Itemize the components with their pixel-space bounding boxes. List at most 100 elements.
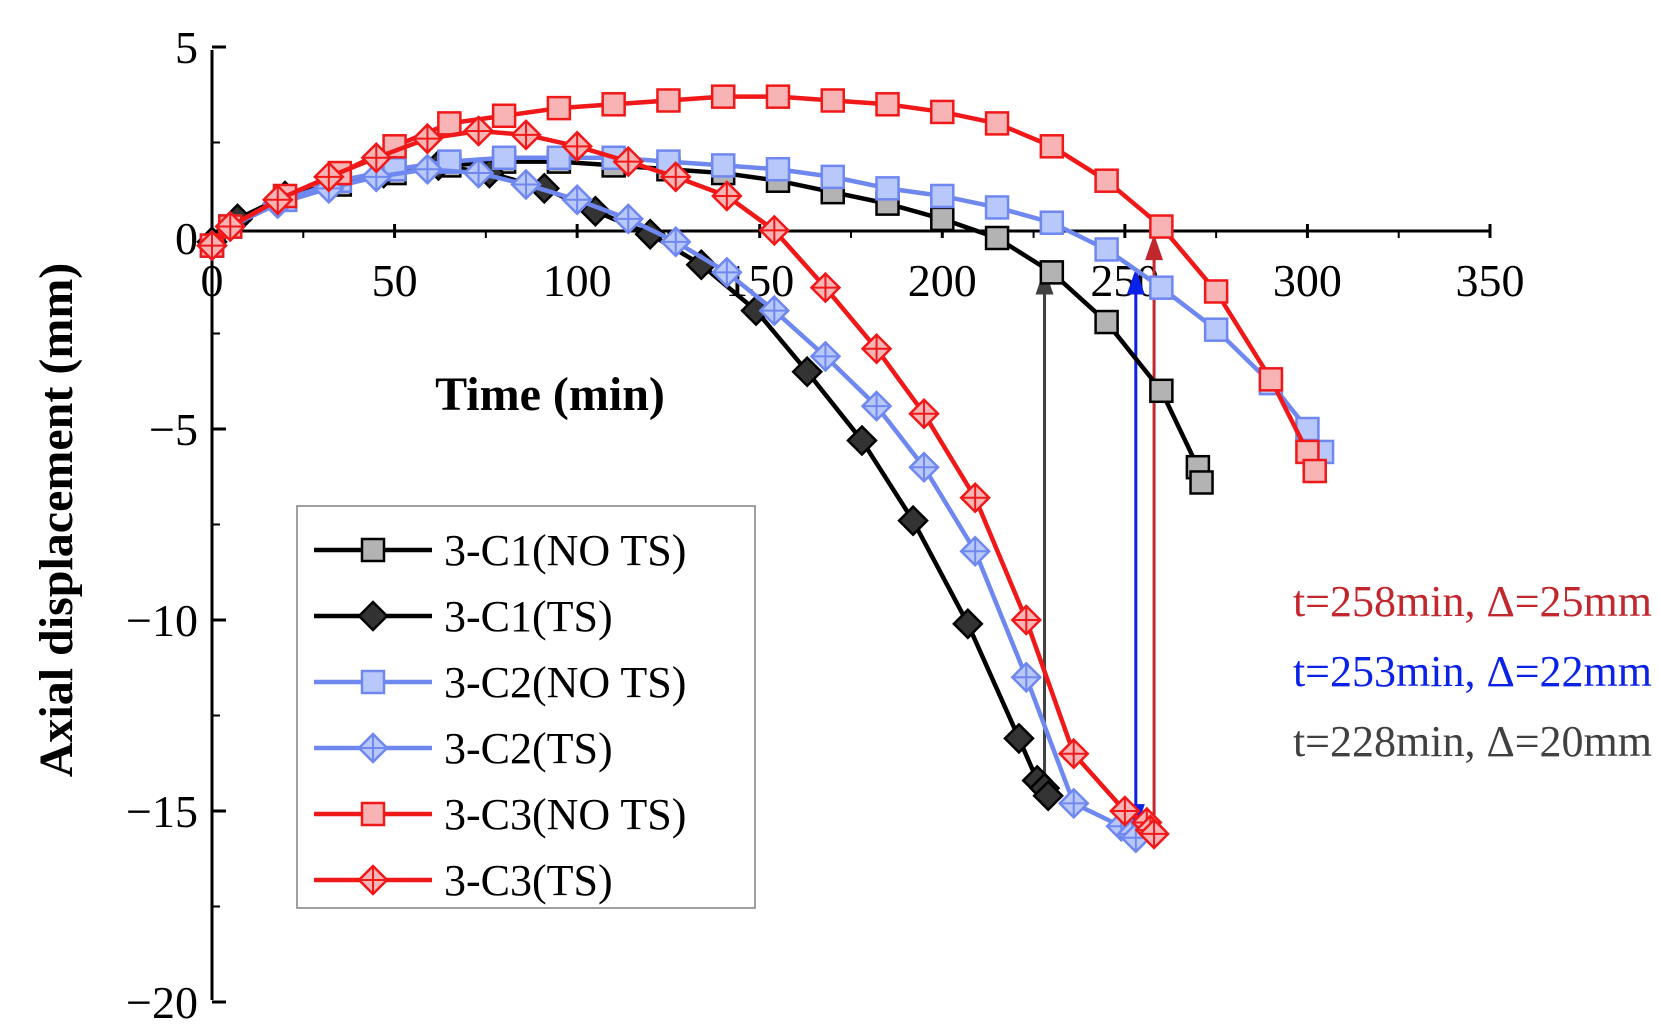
data-point bbox=[510, 168, 542, 201]
data-point bbox=[1032, 779, 1064, 812]
x-tick-label: 300 bbox=[1273, 255, 1342, 306]
data-point bbox=[360, 161, 393, 193]
y-axis-title: Axial displacement (mm) bbox=[30, 263, 83, 778]
data-point bbox=[1094, 168, 1119, 193]
data-point bbox=[1003, 722, 1035, 755]
legend-label: 3-C3(NO TS) bbox=[444, 790, 686, 839]
data-point bbox=[411, 153, 444, 186]
data-point bbox=[791, 355, 823, 388]
legend-label: 3-C1(NO TS) bbox=[444, 526, 686, 575]
data-point bbox=[1057, 787, 1090, 820]
data-point bbox=[820, 88, 845, 113]
data-point bbox=[711, 180, 743, 212]
data-point bbox=[820, 164, 845, 190]
y-tick-label: 0 bbox=[175, 213, 198, 264]
y-ticks: 5 0 −5 −10 −15 −20 bbox=[126, 22, 226, 1028]
annotation-label: t=253min, Δ=22mm bbox=[1293, 647, 1652, 696]
data-point bbox=[612, 145, 645, 178]
legend-item: 3-C3(TS) bbox=[314, 856, 613, 905]
data-point bbox=[561, 184, 593, 216]
legend-item: 3-C2(TS) bbox=[314, 724, 613, 773]
data-point bbox=[930, 183, 955, 209]
data-point bbox=[1039, 260, 1065, 285]
data-point bbox=[546, 95, 572, 121]
data-point bbox=[930, 99, 955, 125]
data-point bbox=[875, 92, 900, 117]
data-point bbox=[1094, 309, 1119, 335]
data-point bbox=[984, 225, 1010, 251]
legend-label: 3-C2(NO TS) bbox=[444, 658, 686, 707]
data-point bbox=[711, 256, 743, 289]
data-point bbox=[930, 206, 955, 232]
data-point bbox=[1010, 661, 1043, 694]
data-point bbox=[261, 184, 294, 216]
legend-item: 3-C1(TS) bbox=[314, 592, 613, 641]
data-point bbox=[546, 145, 572, 171]
y-tick-label: −5 bbox=[149, 404, 198, 455]
data-point bbox=[196, 229, 228, 262]
x-axis-title: Time (min) bbox=[435, 368, 665, 421]
data-point bbox=[1149, 275, 1174, 300]
data-point bbox=[491, 103, 517, 129]
data-point bbox=[809, 271, 842, 304]
data-point bbox=[897, 504, 929, 537]
data-point bbox=[313, 161, 345, 193]
legend-label: 3-C3(TS) bbox=[444, 856, 613, 905]
annotation-labels: t=258min, Δ=25mm t=253min, Δ=22mm t=228min… bbox=[1293, 577, 1652, 766]
legend-marker bbox=[360, 669, 386, 695]
x-ticks: 0 50 100 150 200 250 300 350 bbox=[201, 224, 1525, 306]
data-point bbox=[758, 214, 791, 247]
data-point bbox=[411, 122, 444, 155]
data-point bbox=[758, 294, 791, 327]
data-point bbox=[659, 226, 692, 258]
data-point bbox=[710, 153, 736, 178]
data-point bbox=[1258, 367, 1284, 392]
annotation-arrow bbox=[1145, 234, 1164, 834]
data-point bbox=[510, 119, 542, 151]
data-point bbox=[1039, 210, 1065, 235]
legend-label: 3-C1(TS) bbox=[444, 592, 613, 641]
data-point bbox=[984, 111, 1010, 136]
data-point bbox=[462, 157, 495, 189]
data-point bbox=[765, 156, 791, 182]
legend-marker bbox=[357, 600, 389, 632]
x-tick-label: 0 bbox=[201, 255, 224, 306]
legend-label: 3-C2(TS) bbox=[444, 724, 613, 773]
series-3-C1(NO TS) bbox=[199, 149, 1214, 495]
data-point bbox=[656, 88, 681, 113]
annotation-label: t=258min, Δ=25mm bbox=[1293, 577, 1652, 626]
data-point bbox=[860, 333, 893, 365]
series-line bbox=[210, 166, 1138, 840]
series-line bbox=[210, 159, 1204, 484]
legend-marker bbox=[360, 537, 386, 563]
data-point bbox=[1189, 470, 1214, 495]
data-point bbox=[214, 210, 247, 243]
data-point bbox=[710, 84, 736, 109]
data-point bbox=[846, 424, 878, 457]
x-tick-label: 200 bbox=[908, 255, 977, 306]
data-point bbox=[959, 481, 991, 514]
legend: 3-C1(NO TS) 3-C1(TS) 3-C2(NO TS) 3-C2(TS) 3-… bbox=[296, 505, 756, 909]
series-3-C2(TS) bbox=[196, 153, 1152, 854]
legend-frame bbox=[296, 505, 756, 909]
data-point bbox=[659, 161, 692, 193]
y-tick-label: −20 bbox=[126, 977, 198, 1028]
data-point bbox=[1149, 214, 1174, 239]
data-point bbox=[952, 608, 984, 640]
legend-item: 3-C3(NO TS) bbox=[314, 790, 686, 839]
series-3-C3(TS) bbox=[196, 115, 1170, 850]
data-point bbox=[462, 115, 495, 147]
series-group bbox=[196, 84, 1335, 854]
x-tick-label: 350 bbox=[1456, 255, 1525, 306]
data-point bbox=[1149, 378, 1174, 404]
data-point bbox=[765, 84, 791, 109]
data-point bbox=[1057, 737, 1090, 770]
data-point bbox=[1203, 317, 1229, 342]
data-point bbox=[1138, 818, 1170, 850]
annotation-label: t=228min, Δ=20mm bbox=[1293, 717, 1652, 766]
data-point bbox=[1109, 795, 1141, 827]
data-point bbox=[908, 451, 940, 483]
legend-item: 3-C2(NO TS) bbox=[314, 658, 686, 707]
legend-marker bbox=[360, 801, 386, 827]
